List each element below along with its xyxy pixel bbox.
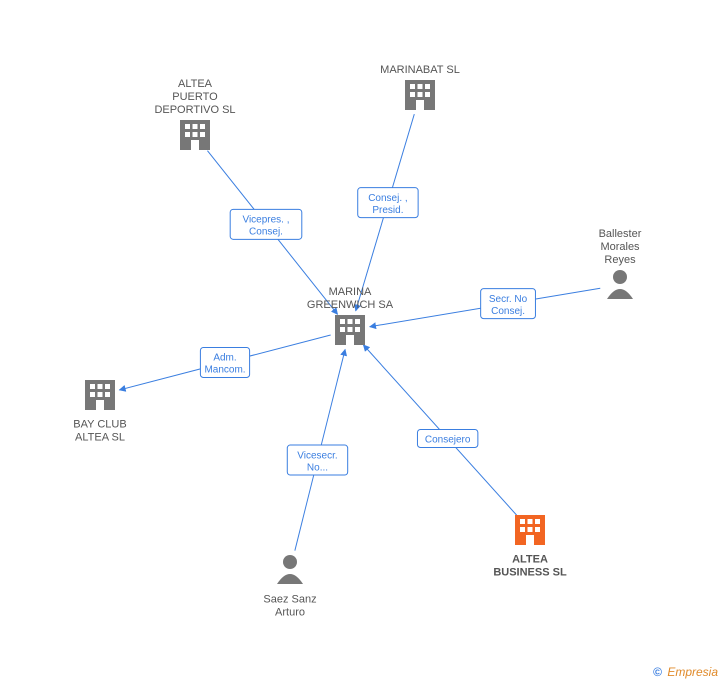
node-label: MARINA bbox=[329, 286, 372, 298]
edge-label: Consej. bbox=[249, 227, 283, 238]
node-label: ALTEA bbox=[178, 78, 213, 90]
node-label: Ballester bbox=[599, 228, 642, 240]
node-label: Saez Sanz bbox=[263, 593, 316, 605]
footer: © Empresia bbox=[653, 665, 718, 679]
node-label: ALTEA SL bbox=[75, 431, 125, 443]
node-label: ALTEA bbox=[512, 553, 548, 565]
edge-label: Adm. bbox=[213, 353, 236, 364]
edge-label: Presid. bbox=[372, 205, 403, 216]
node-marinabat[interactable]: MARINABAT SL bbox=[380, 64, 460, 110]
node-label: BUSINESS SL bbox=[493, 566, 567, 578]
edge-label: Consejero bbox=[425, 435, 471, 446]
node-label: Reyes bbox=[604, 254, 636, 266]
edge-label: Vicesecr. bbox=[297, 450, 337, 461]
edge-label: Vicepres. , bbox=[242, 215, 289, 226]
node-bay_club[interactable]: BAY CLUBALTEA SL bbox=[73, 380, 126, 443]
node-label: GREENWICH SA bbox=[307, 299, 394, 311]
node-label: Morales bbox=[600, 241, 640, 253]
node-ballester[interactable]: BallesterMoralesReyes bbox=[599, 228, 642, 299]
node-label: BAY CLUB bbox=[73, 418, 126, 430]
node-label: PUERTO bbox=[172, 91, 218, 103]
node-altea_puerto[interactable]: ALTEAPUERTODEPORTIVO SL bbox=[154, 78, 235, 150]
node-altea_business[interactable]: ALTEABUSINESS SL bbox=[493, 515, 567, 578]
edge-label: Mancom. bbox=[204, 365, 245, 376]
edge-label: No... bbox=[307, 462, 328, 473]
copyright-symbol: © bbox=[653, 665, 662, 679]
node-label: DEPORTIVO SL bbox=[154, 104, 235, 116]
network-diagram: Vicepres. ,Consej.Consej. ,Presid.Secr. … bbox=[0, 0, 728, 685]
edge-label: Consej. bbox=[491, 306, 525, 317]
brand-name: Empresia bbox=[667, 665, 718, 679]
node-center[interactable]: MARINAGREENWICH SA bbox=[307, 286, 394, 345]
edge-label: Secr. No bbox=[489, 294, 528, 305]
node-label: Arturo bbox=[275, 606, 305, 618]
node-label: MARINABAT SL bbox=[380, 64, 460, 76]
edge-label: Consej. , bbox=[368, 193, 407, 204]
nodes: MARINAGREENWICH SAALTEAPUERTODEPORTIVO S… bbox=[73, 64, 641, 618]
node-saez[interactable]: Saez SanzArturo bbox=[263, 555, 316, 618]
